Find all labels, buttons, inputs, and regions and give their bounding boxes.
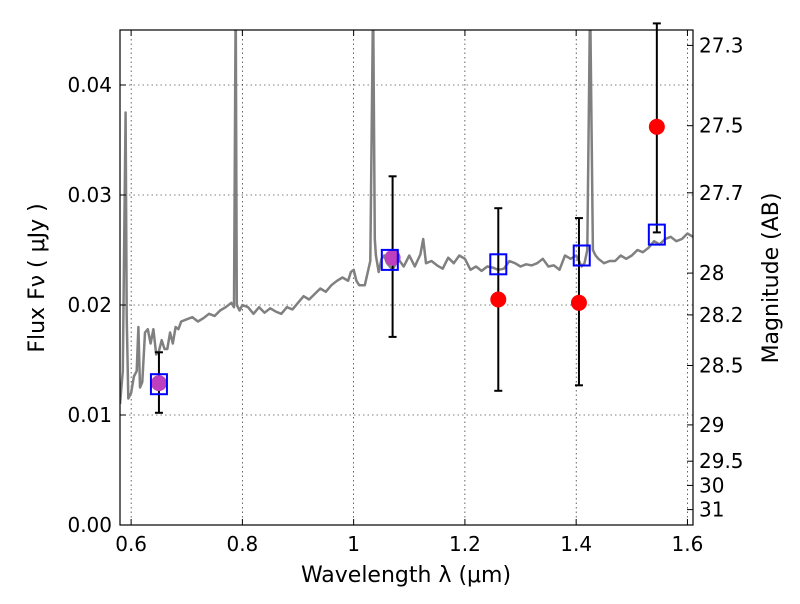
right-tick-label: 28	[699, 261, 724, 285]
measurement-point	[490, 291, 507, 308]
axes: 0.6 0.8 1 1.2 1.4 1.6 0.00 0.01 0.02 0.03 0.04 27.3…	[67, 30, 744, 556]
model-point	[489, 253, 508, 276]
y-tick-label: 0.04	[67, 73, 112, 97]
x-tick-label: 0.6	[115, 532, 147, 556]
x-tick-label: 1	[347, 532, 360, 556]
model-point	[149, 373, 168, 396]
y-tick-label: 0.02	[67, 293, 112, 317]
data-layer	[120, 30, 693, 405]
model-point	[380, 248, 399, 271]
right-tick-label: 28.5	[699, 354, 744, 378]
marker-layer	[149, 22, 666, 414]
y-axis-label: Flux Fν ( μJy )	[25, 203, 50, 352]
measurement-point	[648, 118, 665, 135]
right-tick-label: 29.5	[699, 449, 744, 473]
y-tick-label: 0.01	[67, 403, 112, 427]
y-tick-label: 0.00	[67, 513, 112, 537]
x-tick-label: 1.4	[560, 532, 592, 556]
grid	[120, 30, 693, 526]
x-tick-label: 1.6	[672, 532, 704, 556]
plot-frame	[119, 29, 694, 526]
right-tick-label: 30	[699, 473, 724, 497]
right-tick-label: 27.7	[699, 181, 744, 205]
measurement-point	[150, 375, 167, 392]
x-tick-label: 1.2	[449, 532, 481, 556]
model-point	[647, 223, 666, 246]
y-tick-label: 0.03	[67, 183, 112, 207]
right-tick-label: 29	[699, 413, 724, 437]
x-tick-label: 0.8	[226, 532, 258, 556]
model-point	[572, 244, 591, 267]
measurement-point	[384, 249, 401, 266]
x-axis-label: Wavelength λ (μm)	[301, 563, 511, 588]
right-axis-label: Magnitude (AB)	[759, 193, 784, 364]
spectrum-line	[120, 30, 693, 405]
measurement-point	[570, 294, 587, 311]
right-tick-label: 31	[699, 498, 724, 522]
right-tick-label: 27.5	[699, 114, 744, 138]
right-tick-label: 27.3	[699, 33, 744, 57]
right-tick-label: 28.2	[699, 303, 744, 327]
